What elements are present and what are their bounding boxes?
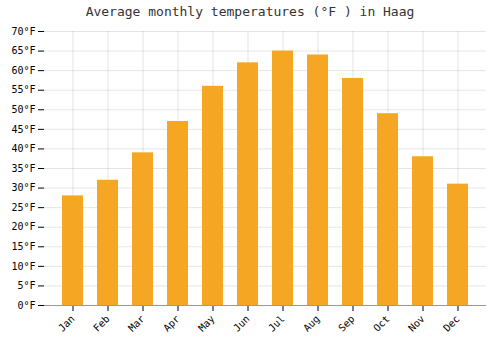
svg-text:10°F: 10°F (11, 261, 35, 272)
svg-text:Feb: Feb (91, 313, 112, 334)
svg-text:50°F: 50°F (11, 104, 35, 115)
svg-text:Jun: Jun (231, 313, 252, 334)
svg-text:45°F: 45°F (11, 124, 35, 135)
svg-text:70°F: 70°F (11, 26, 35, 37)
svg-text:Nov: Nov (406, 313, 427, 334)
svg-text:30°F: 30°F (11, 182, 35, 193)
svg-text:Aug: Aug (301, 313, 322, 334)
svg-text:Apr: Apr (161, 313, 182, 334)
svg-text:55°F: 55°F (11, 84, 35, 95)
svg-text:65°F: 65°F (11, 45, 35, 56)
html-text:Average monthly temperatures (: Average monthly temperatures (°F ) in Ha… (85, 4, 415, 19)
svg-text:25°F: 25°F (11, 202, 35, 213)
svg-text:Oct: Oct (371, 313, 392, 334)
svg-text:15°F: 15°F (11, 241, 35, 252)
svg-text:40°F: 40°F (11, 143, 35, 154)
svg-text:0°F: 0°F (17, 300, 35, 311)
svg-text:60°F: 60°F (11, 65, 35, 76)
svg-text:Mar: Mar (126, 313, 147, 334)
svg-text:Jul: Jul (266, 313, 287, 334)
svg-text:Dec: Dec (441, 313, 462, 334)
svg-text:20°F: 20°F (11, 221, 35, 232)
svg-text:35°F: 35°F (11, 163, 35, 174)
svg-text:Sep: Sep (336, 313, 357, 334)
svg-text:5°F: 5°F (17, 280, 35, 291)
svg-text:Jan: Jan (56, 313, 77, 334)
svg-text:May: May (196, 313, 217, 334)
